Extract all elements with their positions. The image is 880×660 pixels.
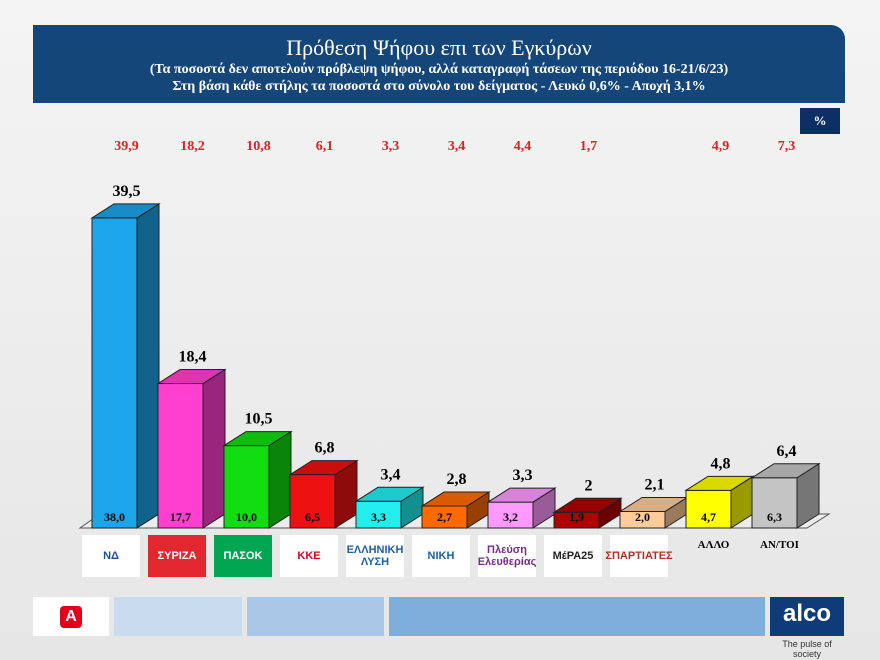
comparison-value-label: 6,1 <box>316 139 334 154</box>
bar-value-label: 4,8 <box>711 455 731 472</box>
party-logo-6: Πλεύση Ελευθερίας <box>478 535 536 577</box>
bar-inner-label: 4,7 <box>701 510 716 524</box>
comparison-value-label: 39,9 <box>114 139 139 154</box>
footer-bar-3 <box>389 597 765 636</box>
bar-top <box>288 460 359 476</box>
bar-front <box>91 217 138 529</box>
bar-inner-label: 6,3 <box>767 510 782 524</box>
bar-value-label: 2 <box>585 477 593 494</box>
comparison-value-label: 10,8 <box>246 139 271 154</box>
bar-1: 18,4 17,7 <box>156 349 227 529</box>
bar-inner-label: 1,9 <box>569 510 584 524</box>
comparison-value-label: 18,2 <box>180 139 205 154</box>
bar-value-label: 3,3 <box>513 467 533 484</box>
footer-bar-2 <box>247 597 384 636</box>
category-label: ΑΝ/ΤΟΙ <box>760 539 799 551</box>
bar-3: 6,8 6,5 <box>288 440 359 529</box>
bar-top <box>156 369 227 385</box>
party-logo-0: ΝΔ <box>82 535 140 577</box>
alpha-news-logo: A <box>33 597 109 636</box>
bar-front <box>487 501 534 529</box>
alco-brand: alco <box>782 600 832 627</box>
bar-top <box>486 487 557 503</box>
bar-10: 6,4 6,3 <box>750 443 821 529</box>
bar-inner-label: 17,7 <box>170 510 191 524</box>
comparison-value-label: 4,9 <box>712 139 730 154</box>
comparison-value-label: 4,4 <box>514 139 532 154</box>
alco-tagline: The pulse of society <box>782 639 832 659</box>
bar-top <box>222 431 293 447</box>
bar-4: 3,4 3,3 <box>354 466 425 529</box>
bar-value-label: 10,5 <box>245 411 273 428</box>
bar-8: 2,1 2,0 <box>618 477 689 529</box>
comparison-value-label: 3,4 <box>448 139 466 154</box>
bar-inner-label: 6,5 <box>305 510 320 524</box>
unit-badge: % <box>800 108 840 134</box>
alco-logo: alco <box>770 597 844 636</box>
bar-inner-label: 3,3 <box>371 510 386 524</box>
chart-subtitle-2: Στη βάση κάθε στήλης τα ποσοστά στο σύνο… <box>172 79 706 94</box>
bar-6: 3,3 3,2 <box>486 467 557 529</box>
bar-top <box>90 203 161 219</box>
party-logo-8: ΣΠΑΡΤΙΑΤΕΣ <box>605 535 673 577</box>
bar-value-label: 2,1 <box>645 477 665 494</box>
bar-0: 39,5 38,0 <box>90 183 161 529</box>
bar-value-label: 6,4 <box>777 443 797 460</box>
bar-7: 21,9 <box>552 477 623 529</box>
comparison-value-label: 1,7 <box>580 139 598 154</box>
party-logo-5: ΝΙΚΗ <box>412 535 470 577</box>
chart-subtitle-1: (Τα ποσοστά δεν αποτελούν πρόβλεψη ψήφου… <box>149 62 729 77</box>
party-logo-1: ΣΥΡΙΖΑ <box>148 535 206 577</box>
bar-9: 4,8 4,7 <box>684 455 755 529</box>
comparison-value-label: 3,3 <box>382 139 400 154</box>
bar-5: 2,8 2,7 <box>420 471 491 529</box>
bar-top <box>354 486 425 502</box>
party-logo-3: ΚΚΕ <box>280 535 338 577</box>
party-logo-4: ΕΛΛΗΝΙΚΗ ΛΥΣΗ <box>346 535 404 577</box>
bar-value-label: 2,8 <box>447 471 467 488</box>
bar-inner-label: 3,2 <box>503 510 518 524</box>
bar-top <box>684 475 755 491</box>
comparison-value-label: 7,3 <box>778 139 796 154</box>
bar-value-label: 3,4 <box>381 466 401 483</box>
bar-value-label: 18,4 <box>179 349 207 366</box>
bar-2: 10,5 10,0 <box>222 411 293 529</box>
bar-top <box>750 463 821 479</box>
bar-inner-label: 10,0 <box>236 510 257 524</box>
bar-inner-label: 2,7 <box>437 510 452 524</box>
category-label: ΑΛΛΟ <box>698 539 730 551</box>
bar-top <box>420 491 491 507</box>
party-logo-7: ΜέΡΑ25 <box>544 535 602 577</box>
bar-value-label: 6,8 <box>315 440 335 457</box>
bar-front <box>157 383 204 529</box>
bar-value-label: 39,5 <box>113 183 141 200</box>
bar-side <box>136 203 160 529</box>
bar-inner-label: 2,0 <box>635 510 650 524</box>
chart-title: Πρόθεση Ψήφου επι των Εγκύρων <box>286 35 592 60</box>
bar-side <box>202 368 226 529</box>
party-logo-2: ΠΑΣΟΚ <box>214 535 272 577</box>
footer-bar-1 <box>114 597 242 636</box>
bar-side <box>268 430 292 529</box>
bar-inner-label: 38,0 <box>104 510 125 524</box>
chart-header: Πρόθεση Ψήφου επι των Εγκύρων (Τα ποσοστ… <box>33 25 845 103</box>
bar-top <box>552 497 623 513</box>
